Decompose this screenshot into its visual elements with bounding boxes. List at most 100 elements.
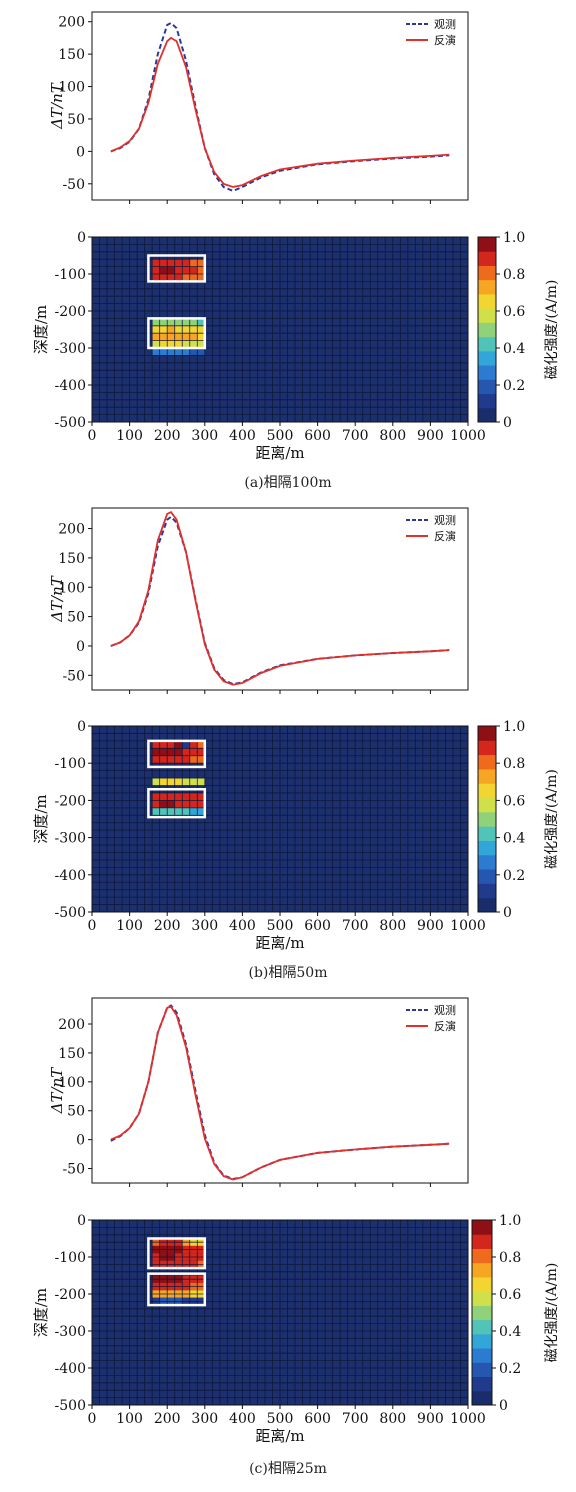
colorbar-label-b: 磁化强度/(A/m) <box>544 769 560 869</box>
profile-y-tick-label-b: 100 <box>58 580 85 596</box>
section-y-tick-label-a: -100 <box>55 267 86 283</box>
magnetization-cell-b <box>189 740 198 749</box>
model-box-c <box>147 1272 207 1307</box>
colorbar-tick-label-c: 0 <box>499 1398 508 1414</box>
section-x-tick-label-b: 100 <box>116 918 143 934</box>
colorbar-segment-b <box>478 768 496 784</box>
inverted-line-a <box>110 36 450 188</box>
section-ylabel-c: 深度/m <box>32 1288 50 1337</box>
magnetization-cell-a <box>167 318 175 326</box>
colorbar-tick-label-c: 0.2 <box>499 1361 521 1377</box>
section-x-tick-label-a: 700 <box>342 428 369 444</box>
section-x-tick-label-c: 500 <box>267 1411 294 1427</box>
magnetization-cell-a <box>189 348 198 356</box>
colorbar-segment-a <box>478 365 496 380</box>
magnetization-cell-b <box>197 740 205 749</box>
profile-y-tick-label-b: 200 <box>58 522 85 538</box>
magnetization-cell-a <box>182 318 190 326</box>
magnetization-cell-a <box>152 333 160 341</box>
colorbar-segment-b <box>478 897 496 913</box>
colorbar-label-c: 磁化强度/(A/m) <box>544 1263 560 1363</box>
legend-inverted-label-c: 反演 <box>434 1019 456 1033</box>
magnetization-cell-a <box>182 340 190 348</box>
magnetization-cell-b <box>174 807 183 816</box>
profile-frame-c <box>91 997 469 1184</box>
section-x-tick-label-c: 600 <box>304 1411 331 1427</box>
profile-y-tick-label-a: 100 <box>58 80 85 96</box>
magnetization-cell-a <box>167 266 175 274</box>
magnetization-cell-a <box>189 340 198 348</box>
colorbar-tick-label-b: 0.8 <box>503 756 525 772</box>
magnetization-cell-a <box>197 348 205 356</box>
section-x-tick-label-c: 800 <box>379 1411 406 1427</box>
colorbar-segment-a <box>478 407 496 423</box>
magnetization-cell-a <box>152 318 160 326</box>
magnetization-cell-b <box>182 792 190 801</box>
colorbar-segment-c <box>472 1291 492 1306</box>
magnetization-cell-a <box>174 348 183 356</box>
magnetization-cell-a <box>159 266 168 274</box>
section-x-tick-label-a: 1000 <box>450 428 486 444</box>
profile-y-tick-label-a: 150 <box>58 47 85 63</box>
colorbar-tick-label-a: 0.6 <box>503 304 525 320</box>
section-x-tick-label-a: 800 <box>379 428 406 444</box>
magnetization-cell-b <box>182 755 190 764</box>
profile-ylabel-a: ΔT/nT <box>48 82 66 130</box>
colorbar-tick-label-b: 0 <box>503 905 512 921</box>
colorbar-segment-a <box>478 393 496 409</box>
colorbar-segment-a <box>478 350 496 366</box>
magnetization-cell-b <box>167 800 175 808</box>
section-ylabel-a: 深度/m <box>32 305 50 354</box>
colorbar-segment-c <box>472 1248 492 1264</box>
magnetization-cell-b <box>152 778 160 786</box>
magnetization-cell-b <box>167 748 175 756</box>
magnetization-cell-a <box>159 318 168 326</box>
magnetization-cell-a <box>167 333 175 341</box>
magnetization-cell-b <box>182 807 190 816</box>
section-x-tick-label-b: 800 <box>379 918 406 934</box>
magnetization-cell-a <box>197 274 205 282</box>
colorbar-segment-a <box>478 237 496 252</box>
section-x-tick-label-c: 300 <box>191 1411 218 1427</box>
section-x-tick-label-b: 600 <box>304 918 331 934</box>
section-y-tick-label-b: -500 <box>55 905 86 921</box>
magnetization-cell-b <box>159 748 168 756</box>
section-x-tick-label-b: 0 <box>88 918 97 934</box>
colorbar-tick-label-a: 0.8 <box>503 267 525 283</box>
colorbar-segment-b <box>478 869 496 884</box>
magnetization-cell-b <box>197 807 205 816</box>
colorbar-segment-b <box>478 726 496 741</box>
magnetization-cell-a <box>159 333 168 341</box>
magnetization-cell-b <box>159 792 168 801</box>
colorbar-segment-a <box>478 293 496 309</box>
magnetization-cell-a <box>197 325 205 334</box>
magnetization-cell-b <box>182 748 190 756</box>
magnetization-cell-a <box>189 333 198 341</box>
colorbar-tick-label-b: 1.0 <box>503 719 525 735</box>
magnetization-cell-a <box>182 348 190 356</box>
magnetization-cell-a <box>197 318 205 326</box>
magnetization-cell-a <box>174 266 183 274</box>
magnetization-cell-b <box>152 792 160 801</box>
magnetization-cell-a <box>182 325 190 334</box>
colorbar-segment-a <box>478 279 496 295</box>
colorbar-tick-label-c: 0.8 <box>499 1250 521 1266</box>
magnetization-cell-b <box>167 755 175 764</box>
section-y-tick-label-a: -300 <box>55 341 86 357</box>
section-x-tick-label-b: 500 <box>267 918 294 934</box>
profile-y-tick-label-a: 200 <box>58 15 85 31</box>
magnetization-cell-a <box>174 340 183 348</box>
magnetization-cell-b <box>174 755 183 764</box>
magnetization-cell-a <box>174 325 183 334</box>
model-box-c <box>147 1237 207 1270</box>
colorbar-label-a: 磁化强度/(A/m) <box>544 280 560 380</box>
magnetization-cell-b <box>152 740 160 749</box>
magnetization-cell-b <box>174 778 183 786</box>
colorbar-tick-label-b: 0.6 <box>503 793 525 809</box>
magnetization-cell-b <box>189 792 198 801</box>
section-y-tick-label-b: -400 <box>55 868 86 884</box>
magnetization-cell-b <box>159 740 168 749</box>
section-x-tick-label-a: 200 <box>154 428 181 444</box>
magnetization-cell-a <box>152 274 160 282</box>
magnetization-cell-a <box>159 325 168 334</box>
